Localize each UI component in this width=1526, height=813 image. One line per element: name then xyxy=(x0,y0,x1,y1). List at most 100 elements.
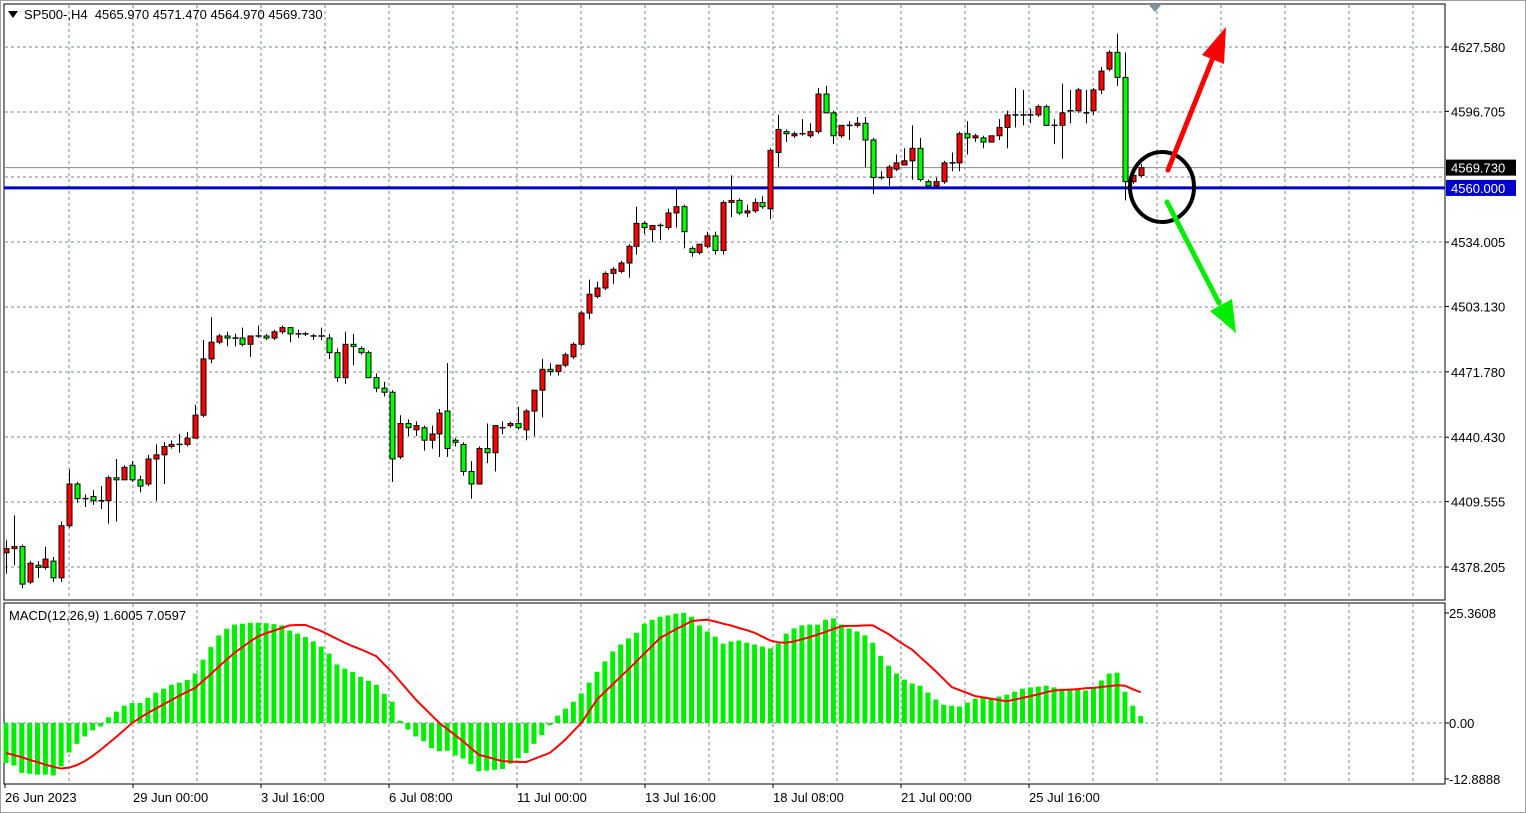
macd-histogram-bar xyxy=(310,641,316,723)
candle xyxy=(271,329,278,341)
candle xyxy=(82,494,89,507)
macd-histogram-bar xyxy=(933,699,939,723)
macd-histogram-bar xyxy=(775,643,781,723)
candle xyxy=(972,133,979,143)
candle xyxy=(870,137,877,195)
candle-body xyxy=(539,368,546,391)
macd-histogram-bar xyxy=(531,723,537,744)
candle xyxy=(397,415,404,459)
level-price-label: 4560.000 xyxy=(1451,181,1505,196)
candle xyxy=(444,363,451,457)
macd-histogram-bar xyxy=(74,723,80,744)
macd-histogram-bar xyxy=(350,671,356,723)
up-arrow-shaft xyxy=(1165,57,1215,173)
candle xyxy=(1122,52,1129,201)
candle-body xyxy=(523,410,530,431)
macd-histogram-bar xyxy=(886,665,892,723)
candle xyxy=(35,561,42,578)
candle xyxy=(618,260,625,274)
candle xyxy=(547,363,554,376)
macd-histogram-bar xyxy=(295,633,301,723)
macd-tick-label: 25.3608 xyxy=(1449,606,1496,621)
candle xyxy=(1020,89,1027,126)
candle xyxy=(791,131,798,138)
candle xyxy=(641,221,648,234)
candle xyxy=(1051,119,1058,145)
candle xyxy=(19,544,26,589)
candle xyxy=(255,325,262,339)
candle xyxy=(539,358,546,418)
axes: 4627.580 4596.705 4534.005 4503.130 4471.780… xyxy=(4,4,1516,805)
macd-histogram-bar xyxy=(492,723,498,770)
dropdown-triangle-icon[interactable] xyxy=(8,11,18,18)
macd-histogram-bar xyxy=(838,624,844,723)
level-price-label-box xyxy=(1446,179,1516,196)
macd-histogram-bar xyxy=(736,640,742,723)
candle-body xyxy=(704,235,711,247)
macd-histogram-bar xyxy=(1106,673,1112,723)
candle xyxy=(224,331,231,347)
candle xyxy=(334,348,341,382)
macd-histogram-bar xyxy=(444,723,450,751)
macd-histogram-bar xyxy=(216,635,222,723)
time-label: 13 Jul 16:00 xyxy=(645,790,716,805)
candle xyxy=(862,117,869,168)
macd-histogram-bar xyxy=(925,692,931,723)
candle-body xyxy=(19,546,26,585)
candle-body xyxy=(476,448,483,485)
macd-histogram-bar xyxy=(539,723,545,736)
candle-body xyxy=(641,222,648,229)
candle-body xyxy=(712,235,719,251)
macd-histogram-bar xyxy=(728,641,734,723)
time-label: 3 Jul 16:00 xyxy=(261,790,325,805)
candle xyxy=(176,433,183,453)
main-pane-frame xyxy=(3,3,1446,601)
candle xyxy=(886,164,893,186)
candle xyxy=(389,390,396,482)
macd-signal-line xyxy=(5,618,1142,770)
macd-histogram-bar xyxy=(19,723,25,773)
macd-histogram-bar xyxy=(58,723,64,767)
macd-histogram-bar xyxy=(381,693,387,723)
candle-body xyxy=(578,312,585,345)
candle-body xyxy=(1075,89,1082,112)
low-value: 4564.970 xyxy=(210,7,265,22)
candle-body xyxy=(917,147,924,181)
candle xyxy=(893,154,900,172)
candle-body xyxy=(759,202,766,208)
macd-histogram-bar xyxy=(436,723,442,752)
macd-histogram-bar xyxy=(263,623,269,723)
candle xyxy=(633,206,640,255)
price-tick-label: 4440.430 xyxy=(1451,430,1505,445)
candle-body xyxy=(956,133,963,164)
candle xyxy=(373,373,380,393)
macd-histogram-bar xyxy=(681,612,687,723)
candle-body xyxy=(58,525,65,579)
macd-histogram-bar xyxy=(570,701,576,723)
candle-body xyxy=(168,443,175,447)
candle-body xyxy=(830,112,837,137)
candle xyxy=(168,440,175,449)
candle xyxy=(413,421,420,437)
candle xyxy=(507,421,514,428)
candles xyxy=(3,33,1145,589)
macd-histogram-bar xyxy=(66,723,72,753)
candle xyxy=(27,561,34,585)
macd-histogram-bar xyxy=(334,664,340,723)
macd-histogram-bar xyxy=(823,619,829,723)
macd-histogram-bar xyxy=(1083,690,1089,723)
macd-histogram-bar xyxy=(1035,686,1041,723)
time-label: 6 Jul 08:00 xyxy=(389,790,453,805)
candle-body xyxy=(11,546,18,550)
macd-histogram-bar xyxy=(830,618,836,723)
candle xyxy=(239,327,246,347)
macd-histogram-bar xyxy=(484,723,490,771)
macd-histogram-bar xyxy=(980,697,986,723)
candle xyxy=(665,208,672,230)
candle xyxy=(405,419,412,437)
macd-histogram-bar xyxy=(972,698,978,723)
candle-body xyxy=(484,448,491,454)
macd-histogram-bar xyxy=(783,633,789,723)
candle xyxy=(137,475,144,493)
